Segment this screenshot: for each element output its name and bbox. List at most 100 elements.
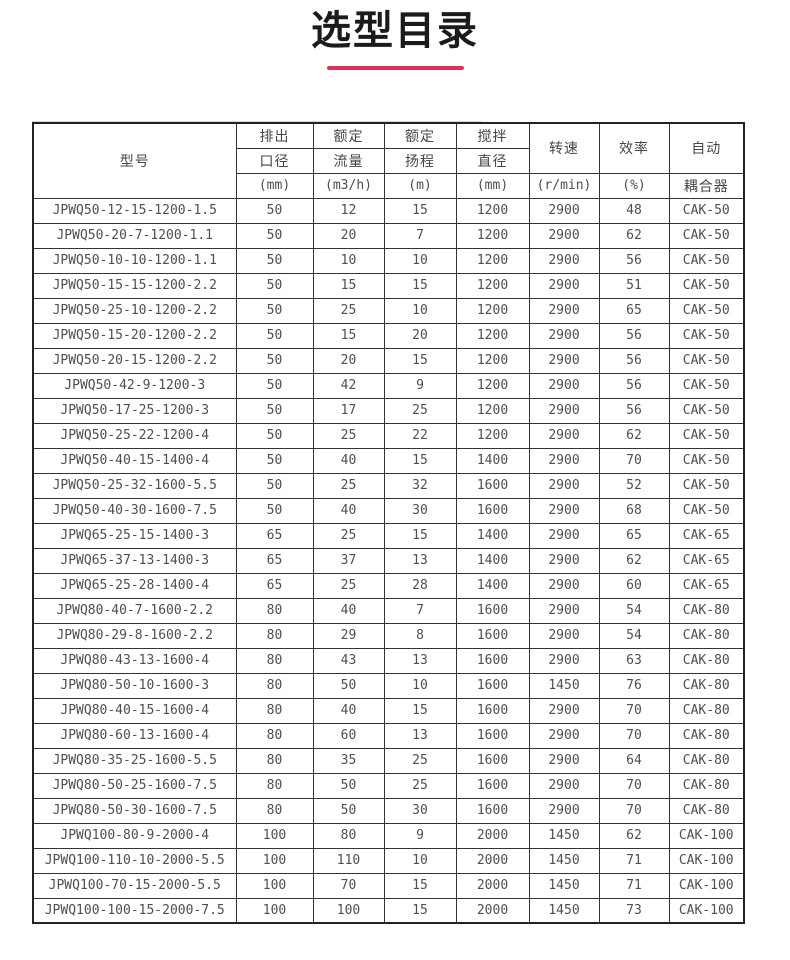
- cell-outlet-diameter: 65: [235, 572, 314, 599]
- cell-rated-flow: 25: [312, 297, 385, 324]
- cell-speed: 2900: [528, 772, 600, 799]
- cell-efficiency: 64: [598, 747, 670, 774]
- cell-coupler: CAK-50: [668, 247, 745, 274]
- cell-efficiency: 70: [598, 797, 670, 824]
- cell-rated-head: 10: [383, 297, 457, 324]
- cell-mixing-diameter: 1200: [455, 197, 530, 224]
- cell-efficiency: 62: [598, 222, 670, 249]
- cell-mixing-diameter: 1200: [455, 247, 530, 274]
- cell-efficiency: 56: [598, 322, 670, 349]
- table-row: JPWQ65-37-13-1400-3 65 37 13 1400 2900 62 CAK-6…: [32, 547, 745, 574]
- cell-rated-flow: 12: [312, 197, 385, 224]
- table-row: JPWQ80-35-25-1600-5.5 80 35 25 1600 2900 64 CAK…: [32, 747, 745, 774]
- cell-rated-flow: 40: [312, 447, 385, 474]
- cell-coupler: CAK-50: [668, 372, 745, 399]
- header-mixing-line2: 直径: [455, 147, 530, 174]
- header-outlet-line2: 口径: [235, 147, 314, 174]
- cell-model: JPWQ50-15-20-1200-2.2: [32, 322, 237, 349]
- cell-outlet-diameter: 80: [235, 697, 314, 724]
- cell-rated-flow: 20: [312, 222, 385, 249]
- header-coupler-line1: 自动: [668, 122, 745, 174]
- cell-mixing-diameter: 1400: [455, 522, 530, 549]
- cell-mixing-diameter: 1200: [455, 322, 530, 349]
- table-row: JPWQ80-40-7-1600-2.2 80 40 7 1600 2900 54 CAK-8…: [32, 597, 745, 624]
- cell-rated-flow: 60: [312, 722, 385, 749]
- cell-efficiency: 56: [598, 372, 670, 399]
- selection-table: 型号 排出 额定 额定 搅拌 转速 效率 自动 口径 流量 扬程 直径 (mm)…: [32, 122, 745, 924]
- cell-efficiency: 62: [598, 822, 670, 849]
- cell-rated-head: 10: [383, 247, 457, 274]
- cell-mixing-diameter: 1600: [455, 747, 530, 774]
- table-row: JPWQ100-80-9-2000-4 100 80 9 2000 1450 62 CAK-1…: [32, 822, 745, 849]
- cell-outlet-diameter: 50: [235, 447, 314, 474]
- table-row: JPWQ65-25-28-1400-4 65 25 28 1400 2900 60 CAK-6…: [32, 572, 745, 599]
- cell-coupler: CAK-50: [668, 197, 745, 224]
- cell-speed: 1450: [528, 847, 600, 874]
- cell-mixing-diameter: 2000: [455, 847, 530, 874]
- cell-model: JPWQ80-29-8-1600-2.2: [32, 622, 237, 649]
- cell-outlet-diameter: 80: [235, 772, 314, 799]
- cell-mixing-diameter: 1600: [455, 622, 530, 649]
- cell-model: JPWQ65-37-13-1400-3: [32, 547, 237, 574]
- cell-efficiency: 65: [598, 522, 670, 549]
- cell-mixing-diameter: 1200: [455, 372, 530, 399]
- unit-speed: (r/min): [528, 172, 600, 199]
- cell-outlet-diameter: 80: [235, 672, 314, 699]
- cell-mixing-diameter: 1600: [455, 772, 530, 799]
- cell-coupler: CAK-50: [668, 422, 745, 449]
- cell-model: JPWQ80-40-7-1600-2.2: [32, 597, 237, 624]
- cell-outlet-diameter: 65: [235, 522, 314, 549]
- header-flow-line2: 流量: [312, 147, 385, 174]
- cell-mixing-diameter: 1400: [455, 547, 530, 574]
- cell-mixing-diameter: 1200: [455, 347, 530, 374]
- cell-speed: 2900: [528, 797, 600, 824]
- table-row: JPWQ80-40-15-1600-4 80 40 15 1600 2900 70 CAK-8…: [32, 697, 745, 724]
- table-row: JPWQ80-43-13-1600-4 80 43 13 1600 2900 63 CAK-8…: [32, 647, 745, 674]
- cell-outlet-diameter: 50: [235, 197, 314, 224]
- cell-speed: 2900: [528, 597, 600, 624]
- cell-rated-head: 28: [383, 572, 457, 599]
- table-row: JPWQ100-70-15-2000-5.5 100 70 15 2000 1450 71 C…: [32, 872, 745, 899]
- cell-coupler: CAK-80: [668, 722, 745, 749]
- cell-efficiency: 62: [598, 547, 670, 574]
- cell-model: JPWQ65-25-15-1400-3: [32, 522, 237, 549]
- scan-artifact-line: [32, 121, 482, 122]
- cell-model: JPWQ50-10-10-1200-1.1: [32, 247, 237, 274]
- cell-coupler: CAK-100: [668, 872, 745, 899]
- cell-speed: 2900: [528, 272, 600, 299]
- cell-efficiency: 71: [598, 872, 670, 899]
- cell-model: JPWQ100-100-15-2000-7.5: [32, 897, 237, 924]
- header-head-line1: 额定: [383, 122, 457, 149]
- cell-rated-flow: 42: [312, 372, 385, 399]
- cell-rated-head: 15: [383, 347, 457, 374]
- cell-mixing-diameter: 1200: [455, 297, 530, 324]
- cell-efficiency: 54: [598, 597, 670, 624]
- cell-outlet-diameter: 50: [235, 247, 314, 274]
- cell-coupler: CAK-50: [668, 497, 745, 524]
- header-coupler-line2: 耦合器: [668, 172, 745, 199]
- cell-rated-head: 13: [383, 547, 457, 574]
- cell-speed: 1450: [528, 872, 600, 899]
- cell-mixing-diameter: 1600: [455, 597, 530, 624]
- cell-mixing-diameter: 1200: [455, 422, 530, 449]
- cell-coupler: CAK-80: [668, 597, 745, 624]
- cell-efficiency: 48: [598, 197, 670, 224]
- cell-rated-flow: 40: [312, 697, 385, 724]
- cell-speed: 2900: [528, 372, 600, 399]
- cell-rated-flow: 80: [312, 822, 385, 849]
- cell-coupler: CAK-65: [668, 572, 745, 599]
- cell-rated-head: 15: [383, 872, 457, 899]
- cell-mixing-diameter: 1600: [455, 647, 530, 674]
- table-row: JPWQ50-40-15-1400-4 50 40 15 1400 2900 70 CAK-5…: [32, 447, 745, 474]
- cell-mixing-diameter: 2000: [455, 822, 530, 849]
- unit-efficiency: (%): [598, 172, 670, 199]
- header-outlet-line1: 排出: [235, 122, 314, 149]
- cell-mixing-diameter: 1600: [455, 697, 530, 724]
- cell-model: JPWQ100-80-9-2000-4: [32, 822, 237, 849]
- cell-speed: 2900: [528, 247, 600, 274]
- cell-rated-head: 10: [383, 847, 457, 874]
- cell-coupler: CAK-50: [668, 322, 745, 349]
- header-row-units: (mm) (m3/h) (m) (mm) (r/min) (%) 耦合器: [33, 172, 745, 199]
- unit-head: (m): [383, 172, 457, 199]
- cell-rated-head: 9: [383, 372, 457, 399]
